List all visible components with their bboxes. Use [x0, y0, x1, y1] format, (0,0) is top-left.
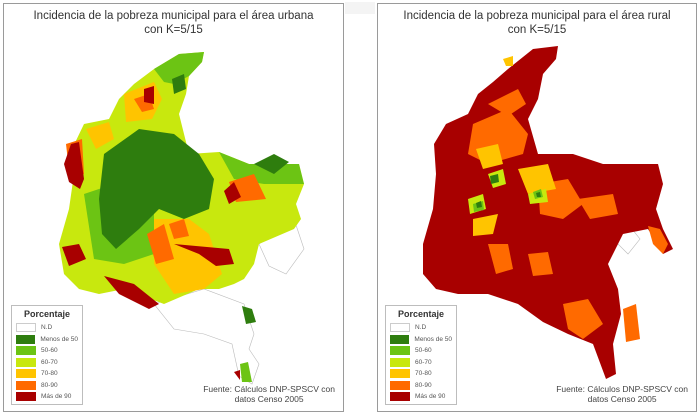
source-note-rural: Fuente: Cálculos DNP-SPSCV con datos Cen…	[556, 384, 688, 404]
legend-item-80-90: 80-90	[16, 380, 78, 391]
legend-item-80-90: 80-90	[390, 380, 452, 391]
map-title-urban: Incidencia de la pobreza municipal para …	[4, 9, 343, 37]
map-panel-urban: Incidencia de la pobreza municipal para …	[3, 3, 344, 412]
legend-title: Porcentaje	[397, 309, 445, 319]
swatch-60-70	[390, 357, 410, 367]
swatch-gt90	[16, 392, 36, 401]
legend-item-70-80: 70-80	[390, 368, 452, 379]
swatch-lt50	[16, 334, 36, 344]
swatch-70-80	[390, 369, 410, 378]
colombia-map-rural	[423, 46, 673, 379]
title-line-1: Incidencia de la pobreza municipal para …	[403, 10, 671, 22]
legend-title: Porcentaje	[23, 309, 71, 319]
map-panel-rural: Incidencia de la pobreza municipal para …	[377, 3, 697, 412]
legend-rural: Porcentaje N.D Menos de 50 50-60 60-70 7…	[385, 305, 457, 405]
legend-item-50-60: 50-60	[16, 345, 78, 356]
swatch-nd	[16, 323, 36, 332]
legend-item-60-70: 60-70	[390, 357, 452, 368]
swatch-nd	[390, 323, 410, 332]
legend-item-lt50: Menos de 50	[16, 334, 78, 345]
swatch-50-60	[16, 346, 36, 355]
legend-item-70-80: 70-80	[16, 368, 78, 379]
title-line-2: con K=5/15	[144, 24, 203, 36]
legend-item-lt50: Menos de 50	[390, 334, 452, 345]
legend-item-50-60: 50-60	[390, 345, 452, 356]
swatch-80-90	[16, 380, 36, 390]
title-line-2: con K=5/15	[507, 24, 567, 36]
legend-item-gt90: Más de 90	[390, 391, 452, 402]
swatch-lt50	[390, 334, 410, 344]
swatch-60-70	[16, 357, 36, 367]
legend-item-nd: N.D	[390, 322, 452, 333]
colombia-map-urban	[59, 52, 305, 385]
legend-urban: Porcentaje N.D Menos de 50 50-60 60-70 7…	[11, 305, 83, 405]
swatch-80-90	[390, 380, 410, 390]
swatch-70-80	[16, 369, 36, 378]
swatch-50-60	[390, 346, 410, 355]
source-note-urban: Fuente: Cálculos DNP-SPSCV con datos Cen…	[203, 384, 335, 404]
legend-item-nd: N.D	[16, 322, 78, 333]
title-line-1: Incidencia de la pobreza municipal para …	[33, 10, 314, 22]
legend-item-gt90: Más de 90	[16, 391, 78, 402]
swatch-gt90	[390, 392, 410, 401]
map-title-rural: Incidencia de la pobreza municipal para …	[378, 9, 696, 37]
background-artifact	[345, 2, 375, 14]
legend-item-60-70: 60-70	[16, 357, 78, 368]
